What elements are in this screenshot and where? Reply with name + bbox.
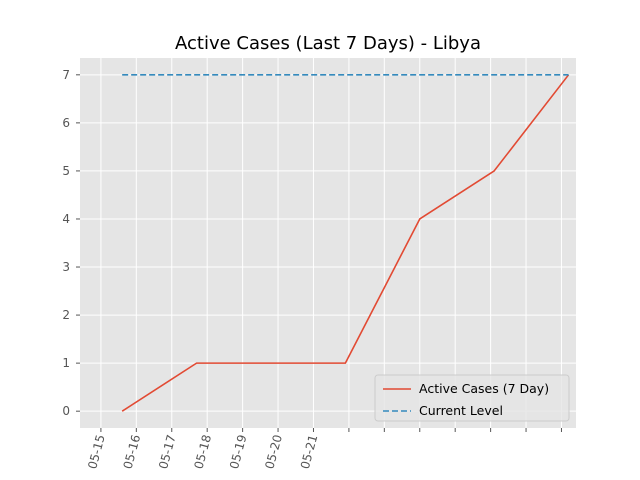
series-layer — [121, 74, 570, 412]
y-tick-label: 6 — [62, 116, 70, 130]
y-tick-label: 2 — [62, 308, 70, 322]
x-tick-label: 05-21 — [298, 433, 321, 470]
x-tick-label: 05-20 — [262, 433, 285, 470]
y-tick-label: 0 — [62, 404, 70, 418]
grid-layer — [80, 58, 576, 428]
plot-area — [80, 58, 576, 428]
x-tick-label: 05-17 — [156, 433, 179, 470]
legend-frame — [374, 374, 570, 422]
y-tick-label: 4 — [62, 212, 70, 226]
y-tick-label: 7 — [62, 68, 70, 82]
x-tick-label: 05-18 — [192, 433, 215, 470]
series-line-0 — [121, 74, 570, 412]
x-tick-label: 05-16 — [121, 433, 144, 470]
tick-layer: 0 1 2 3 4 5 6 7 05-15 05-16 05-17 05-18 05-19 05-20 05… — [62, 68, 562, 470]
legend-label: Current Level — [419, 403, 503, 418]
legend: Active Cases (7 Day) Current Level — [374, 374, 570, 422]
chart-title: Active Cases (Last 7 Days) - Libya — [175, 33, 481, 54]
legend-label: Active Cases (7 Day) — [419, 381, 549, 396]
y-tick-label: 3 — [62, 260, 70, 274]
x-tick-label: 05-19 — [227, 433, 250, 470]
y-tick-label: 1 — [62, 356, 70, 370]
y-tick-label: 5 — [62, 164, 70, 178]
x-tick-label: 05-15 — [85, 433, 108, 470]
